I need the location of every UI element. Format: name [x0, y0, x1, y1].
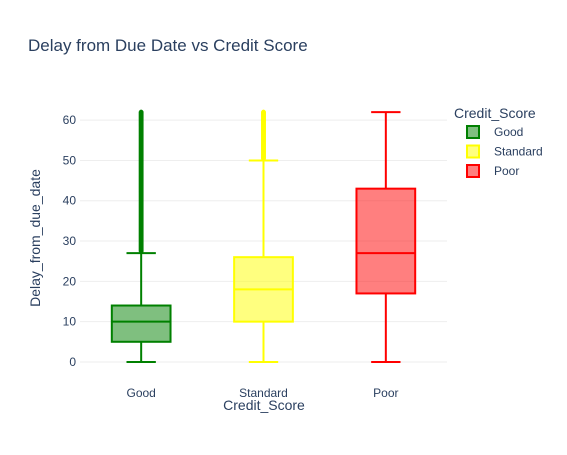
legend-label: Good — [494, 125, 523, 139]
legend-item-poor: Poor — [466, 164, 519, 178]
chart-title: Delay from Due Date vs Credit Score — [28, 36, 308, 55]
legend-items: Good Standard Poor — [466, 125, 543, 178]
outlier-point — [138, 109, 144, 115]
outliers — [261, 109, 266, 161]
box-iqr — [355, 187, 417, 295]
legend-label: Poor — [494, 164, 519, 178]
outlier-point — [261, 109, 266, 115]
x-axis-label: Credit_Score — [223, 397, 305, 413]
x-tick-label: Poor — [373, 386, 398, 400]
y-tick-label: 30 — [63, 234, 77, 248]
y-tick-label: 60 — [63, 113, 77, 127]
box-good — [110, 109, 172, 363]
legend-swatch — [466, 164, 480, 178]
legend-item-good: Good — [466, 125, 523, 139]
legend-swatch — [466, 144, 480, 159]
x-tick-labels: Good Standard Poor — [126, 386, 398, 400]
legend: Credit_Score Good Standard Poor — [454, 105, 543, 178]
box-poor — [355, 111, 417, 363]
y-tick-label: 0 — [69, 355, 76, 369]
y-tick-labels: 0 10 20 30 40 50 60 — [63, 113, 77, 369]
y-tick-label: 40 — [63, 194, 77, 208]
outliers — [138, 109, 144, 254]
x-tick-label: Standard — [239, 386, 288, 400]
y-tick-label: 20 — [63, 274, 77, 288]
y-tick-label: 10 — [63, 315, 77, 329]
x-tick-label: Good — [126, 386, 155, 400]
legend-title: Credit_Score — [454, 105, 536, 121]
y-tick-label: 50 — [63, 153, 77, 167]
y-axis-label: Delay_from_due_date — [27, 169, 43, 307]
legend-swatch — [466, 125, 480, 139]
box-iqr — [110, 304, 172, 343]
box-standard — [233, 109, 294, 363]
legend-item-standard: Standard — [466, 144, 543, 159]
legend-label: Standard — [494, 145, 543, 159]
boxes — [110, 109, 417, 363]
